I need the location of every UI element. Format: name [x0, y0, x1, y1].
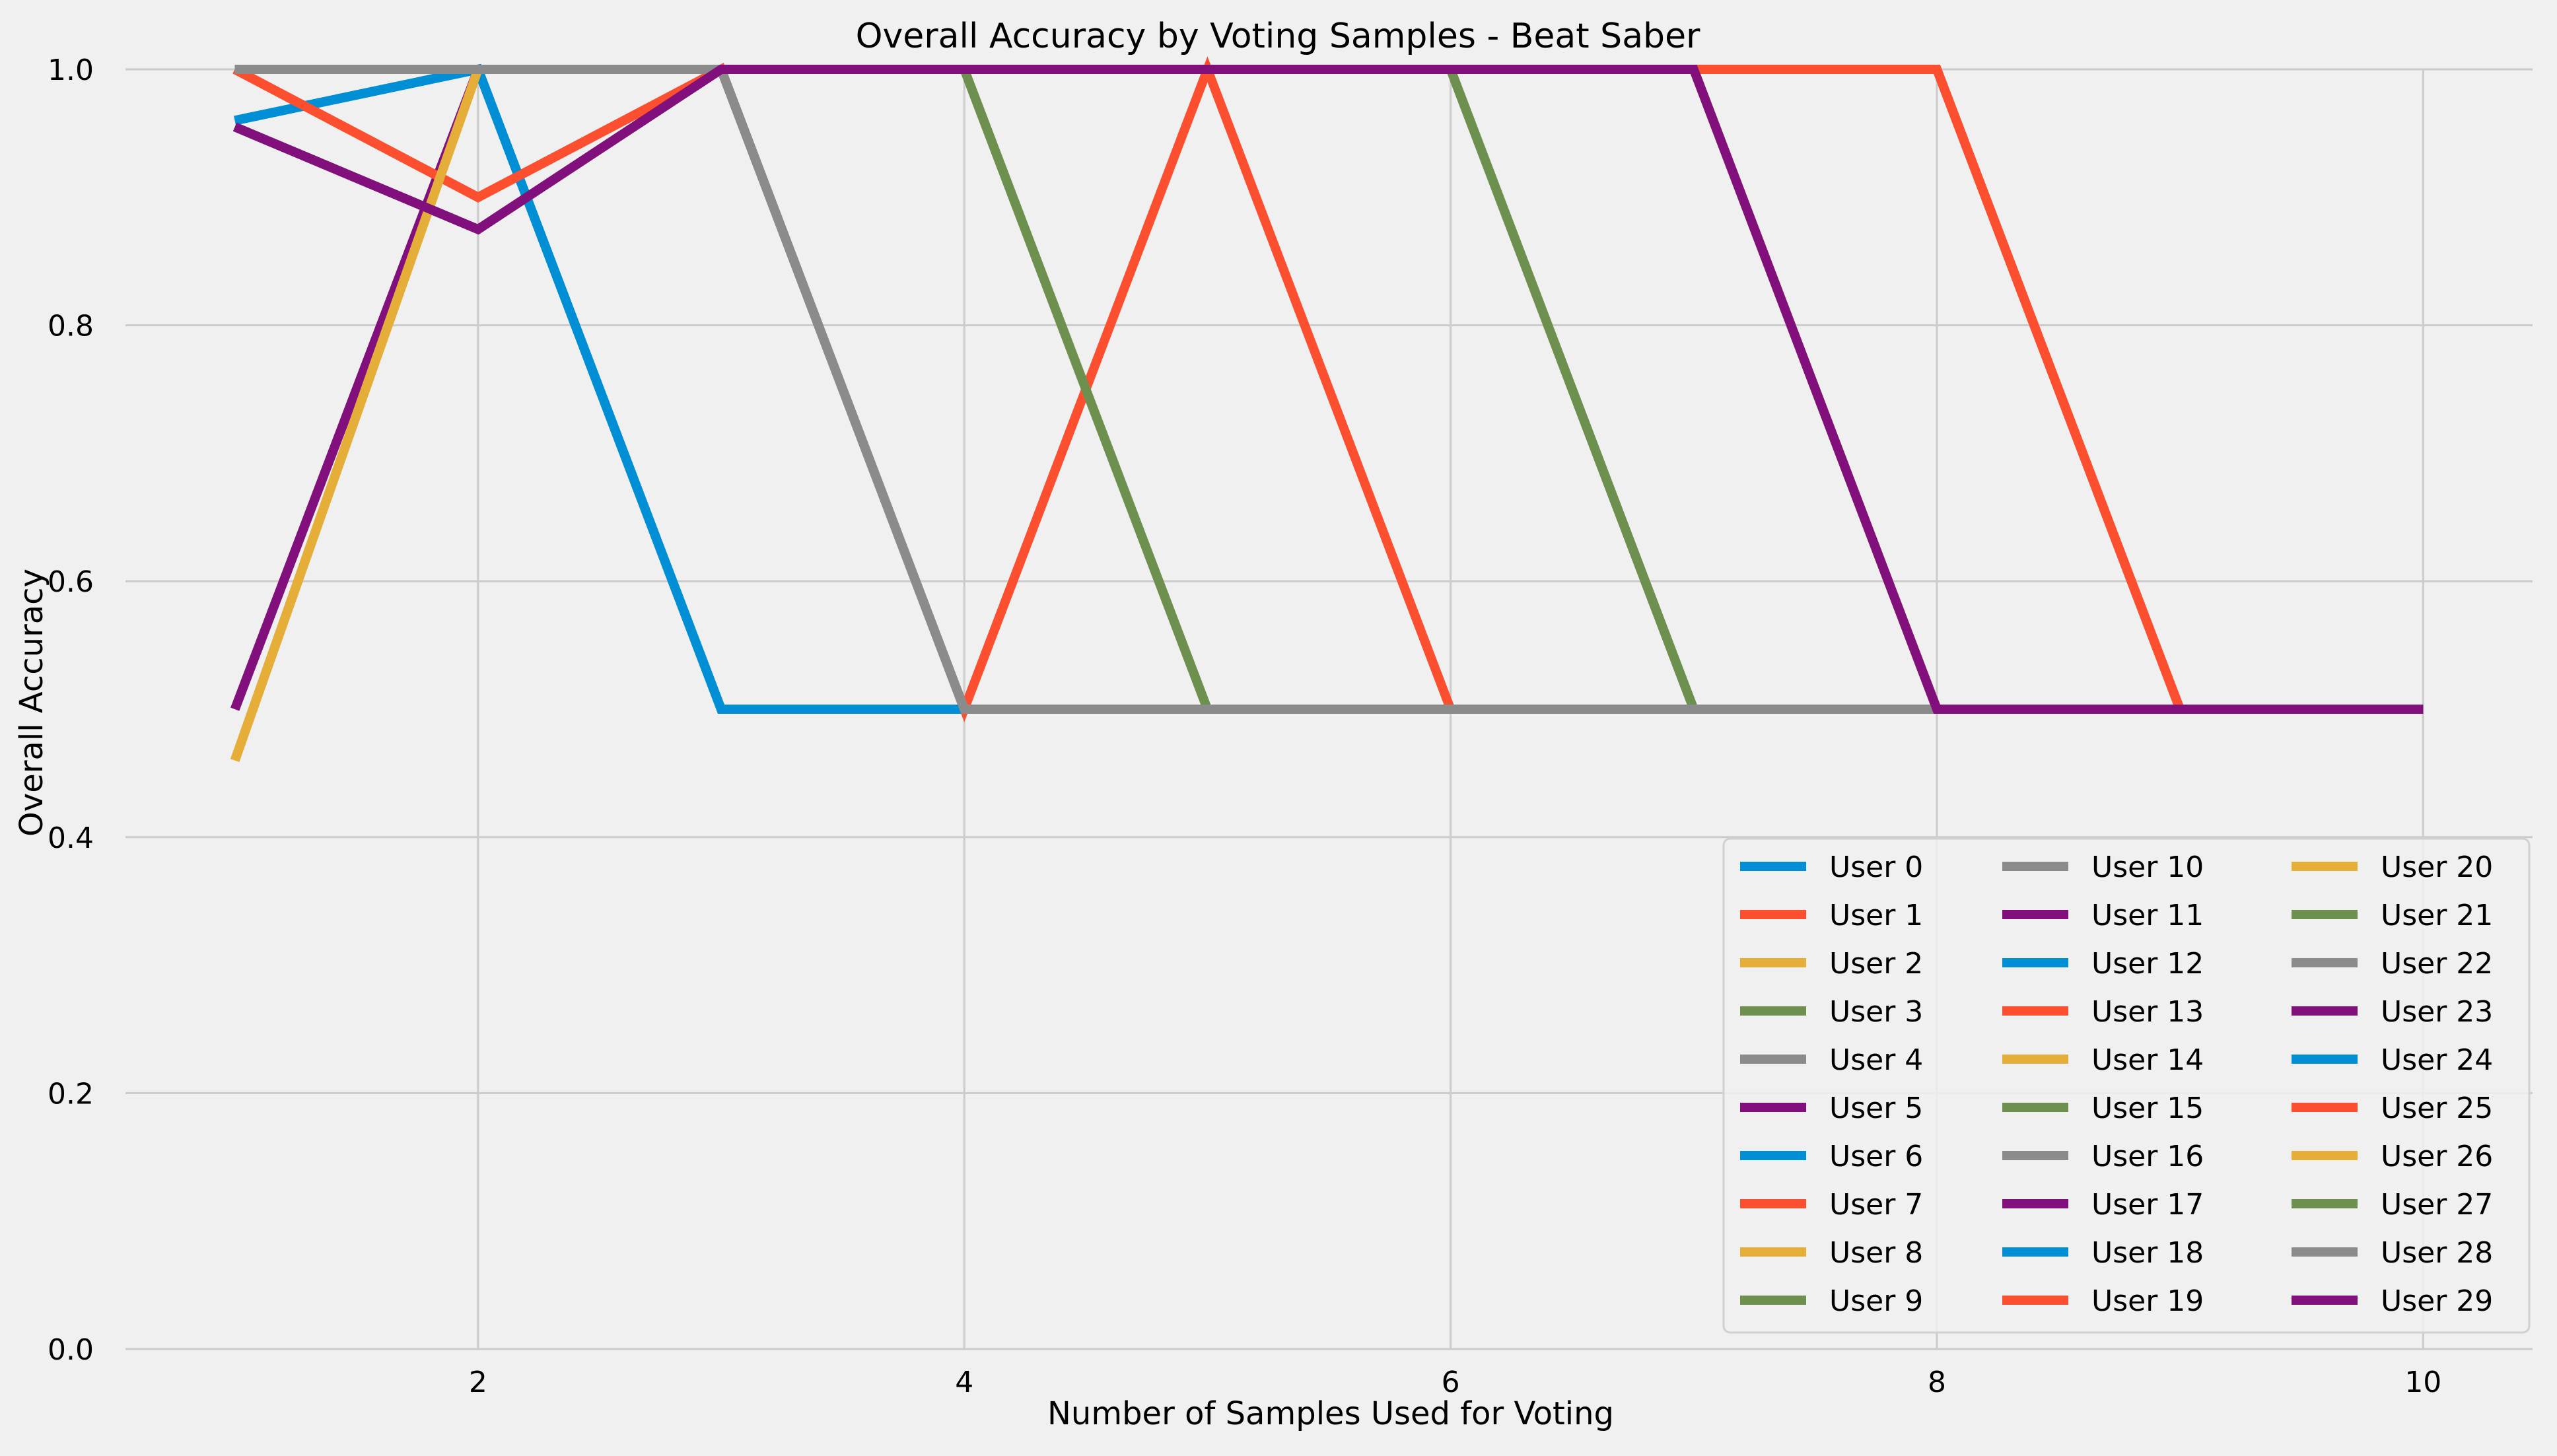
legend-label: User 1 — [1829, 899, 1923, 932]
legend-label: User 15 — [2091, 1092, 2204, 1125]
legend-label: User 27 — [2381, 1188, 2493, 1222]
legend-label: User 13 — [2091, 995, 2204, 1029]
legend-label: User 9 — [1829, 1284, 1923, 1318]
legend-label: User 18 — [2091, 1236, 2204, 1270]
y-tick-label: 0.4 — [48, 821, 94, 855]
y-tick-label: 0.6 — [48, 565, 94, 599]
legend-label: User 22 — [2381, 947, 2493, 981]
legend-label: User 26 — [2381, 1140, 2493, 1173]
legend-label: User 19 — [2091, 1284, 2204, 1318]
legend-label: User 12 — [2091, 947, 2204, 981]
legend-label: User 0 — [1829, 850, 1923, 884]
x-tick-label: 4 — [955, 1366, 973, 1399]
legend-label: User 21 — [2381, 899, 2493, 932]
legend-label: User 6 — [1829, 1140, 1923, 1173]
y-tick-label: 0.8 — [48, 310, 94, 343]
chart-title: Overall Accuracy by Voting Samples - Bea… — [856, 17, 1700, 56]
y-tick-label: 0.0 — [48, 1333, 94, 1367]
x-axis-label: Number of Samples Used for Voting — [1047, 1395, 1614, 1432]
tick-labels: 2 4 6 8 10 0.0 0.2 0.4 0.6 0.8 1.0 — [48, 53, 2441, 1399]
legend-label: User 24 — [2381, 1043, 2493, 1077]
legend-label: User 16 — [2091, 1140, 2204, 1173]
x-tick-label: 10 — [2404, 1366, 2441, 1399]
legend-label: User 7 — [1829, 1188, 1923, 1222]
legend-label: User 5 — [1829, 1092, 1923, 1125]
legend-label: User 29 — [2381, 1284, 2493, 1318]
legend-label: User 17 — [2091, 1188, 2204, 1222]
x-tick-label: 6 — [1442, 1366, 1460, 1399]
series-line-user-29 — [232, 65, 2424, 714]
legend-label: User 3 — [1829, 995, 1923, 1029]
y-axis-label: Overall Accuracy — [13, 569, 50, 837]
legend-label: User 20 — [2381, 850, 2493, 884]
x-tick-label: 2 — [469, 1366, 487, 1399]
legend-label: User 4 — [1829, 1043, 1923, 1077]
y-tick-label: 1.0 — [48, 53, 94, 87]
legend-label: User 2 — [1829, 947, 1923, 981]
legend: User 0 User 1 User 2 User 3 User 4 User 5 User… — [1722, 837, 2531, 1334]
x-tick-label: 8 — [1928, 1366, 1946, 1399]
y-tick-label: 0.2 — [48, 1077, 94, 1111]
legend-label: User 10 — [2091, 850, 2204, 884]
legend-label: User 28 — [2381, 1236, 2493, 1270]
legend-label: User 14 — [2091, 1043, 2204, 1077]
series-lines — [230, 56, 2424, 762]
legend-label: User 25 — [2381, 1092, 2493, 1125]
legend-label: User 11 — [2091, 899, 2204, 932]
legend-label: User 8 — [1829, 1236, 1923, 1270]
legend-label: User 23 — [2381, 995, 2493, 1029]
